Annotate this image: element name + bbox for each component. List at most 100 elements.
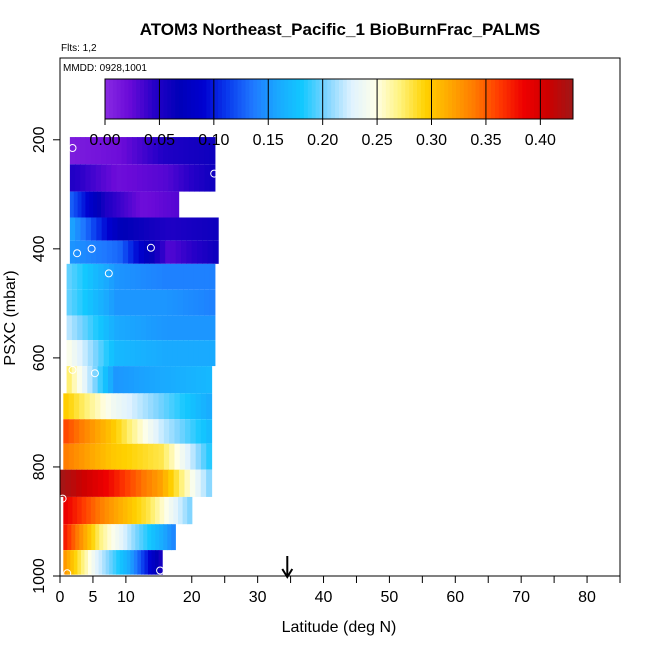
heatmap-cell (169, 443, 176, 470)
measurement-point (73, 249, 82, 258)
heatmap-cell (71, 263, 78, 290)
heatmap-cell (84, 393, 91, 420)
heatmap-cell (199, 164, 206, 192)
colorbar-segment (237, 79, 242, 119)
heatmap-cell (151, 263, 158, 290)
heatmap-cell (138, 240, 145, 264)
colorbar-tick-label: 0.10 (198, 132, 229, 149)
heatmap-cell (89, 419, 96, 444)
heatmap-cell (175, 366, 182, 394)
heatmap-cell (170, 191, 176, 218)
colorbar-segment (327, 79, 332, 119)
measurement-point (63, 569, 72, 578)
heatmap-cell (149, 366, 156, 394)
heatmap-cell (98, 550, 103, 575)
heatmap-cell (126, 419, 133, 444)
heatmap-cell (169, 393, 176, 420)
heatmap-cell (146, 263, 152, 290)
colorbar-segment (479, 79, 484, 119)
heatmap-cell (151, 191, 156, 218)
heatmap-cell (183, 315, 189, 341)
heatmap-cell (68, 393, 75, 420)
heatmap-cell (137, 443, 144, 470)
heatmap-cell (87, 469, 94, 497)
heatmap-cell (95, 496, 101, 525)
heatmap-cell (87, 315, 94, 341)
heatmap-cell (170, 366, 176, 394)
heatmap-cell (108, 340, 115, 367)
heatmap-cell (146, 289, 152, 316)
heatmap-cell (195, 443, 202, 470)
heatmap-cell (146, 340, 152, 367)
heatmap-cell (204, 137, 211, 165)
heatmap-cell (168, 137, 175, 165)
heatmap-cell (168, 496, 175, 525)
colorbar-tick-label: 0.20 (307, 132, 338, 149)
heatmap-cell (173, 496, 179, 525)
heatmap-cell (117, 217, 124, 241)
heatmap-cell (115, 524, 120, 551)
heatmap-cell (86, 496, 92, 525)
colorbar-segment (222, 79, 227, 119)
heatmap-cell (114, 315, 121, 341)
heatmap-cell (137, 164, 143, 192)
heatmap-cell (66, 289, 73, 316)
heatmap-cell (102, 366, 109, 394)
heatmap-cell (60, 469, 67, 497)
heatmap-cell (95, 137, 102, 165)
y-tick-label: 600 (31, 344, 48, 371)
heatmap-cell (135, 191, 141, 218)
colorbar-segment (175, 79, 180, 119)
heatmap-cell (152, 137, 159, 165)
measurement-point (68, 144, 77, 152)
heatmap-cell (113, 366, 119, 394)
heatmap-cell (195, 469, 202, 497)
colorbar-segment (417, 79, 422, 119)
heatmap-cell (119, 469, 126, 497)
heatmap-cell (139, 366, 145, 394)
heatmap-cell (95, 164, 102, 192)
heatmap-cell (100, 137, 107, 165)
colorbar-segment (128, 79, 133, 119)
heatmap-cell (73, 419, 80, 444)
heatmap-cell (202, 217, 209, 241)
heatmap-cell (170, 240, 177, 264)
heatmap-cell (63, 393, 70, 420)
colorbar-segment (374, 79, 379, 119)
heatmap-cell (123, 550, 128, 575)
heatmap-cell (178, 137, 185, 165)
colorbar-segment (233, 79, 239, 119)
heatmap-cell (193, 289, 200, 316)
heatmap-cell (114, 263, 121, 290)
heatmap-cell (103, 263, 110, 290)
heatmap-cell (72, 496, 78, 525)
heatmap-cell (196, 217, 203, 241)
heatmap-cell (124, 191, 129, 218)
heatmap-cell (82, 263, 89, 290)
heatmap-cell (91, 217, 97, 241)
heatmap-cell (168, 164, 175, 192)
heatmap-cell (163, 164, 169, 192)
heatmap-cell (133, 550, 139, 575)
heatmap-cell (191, 240, 198, 264)
heatmap-cell (119, 550, 124, 575)
heatmap-cell (108, 315, 115, 341)
heatmap-cell (178, 496, 184, 525)
heatmap-cell (155, 550, 160, 575)
colorbar-segment (487, 79, 492, 119)
heatmap-cell (105, 443, 112, 470)
dates-label: MMDD: 0928,1001 (63, 63, 147, 74)
colorbar-segment (331, 79, 336, 119)
heatmap-cell (183, 137, 190, 165)
y-tick-label: 200 (31, 126, 48, 153)
heatmap-cell (105, 550, 110, 575)
heatmap-cell (108, 289, 115, 316)
x-tick-label: 5 (88, 589, 97, 606)
heatmap-cell (165, 240, 172, 264)
colorbar-segment (253, 79, 258, 119)
heatmap-cell (87, 524, 92, 551)
heatmap-cell (142, 137, 149, 165)
heatmap-cell (157, 164, 164, 192)
heatmap-cell (77, 289, 84, 316)
colorbar-segment (413, 79, 418, 119)
